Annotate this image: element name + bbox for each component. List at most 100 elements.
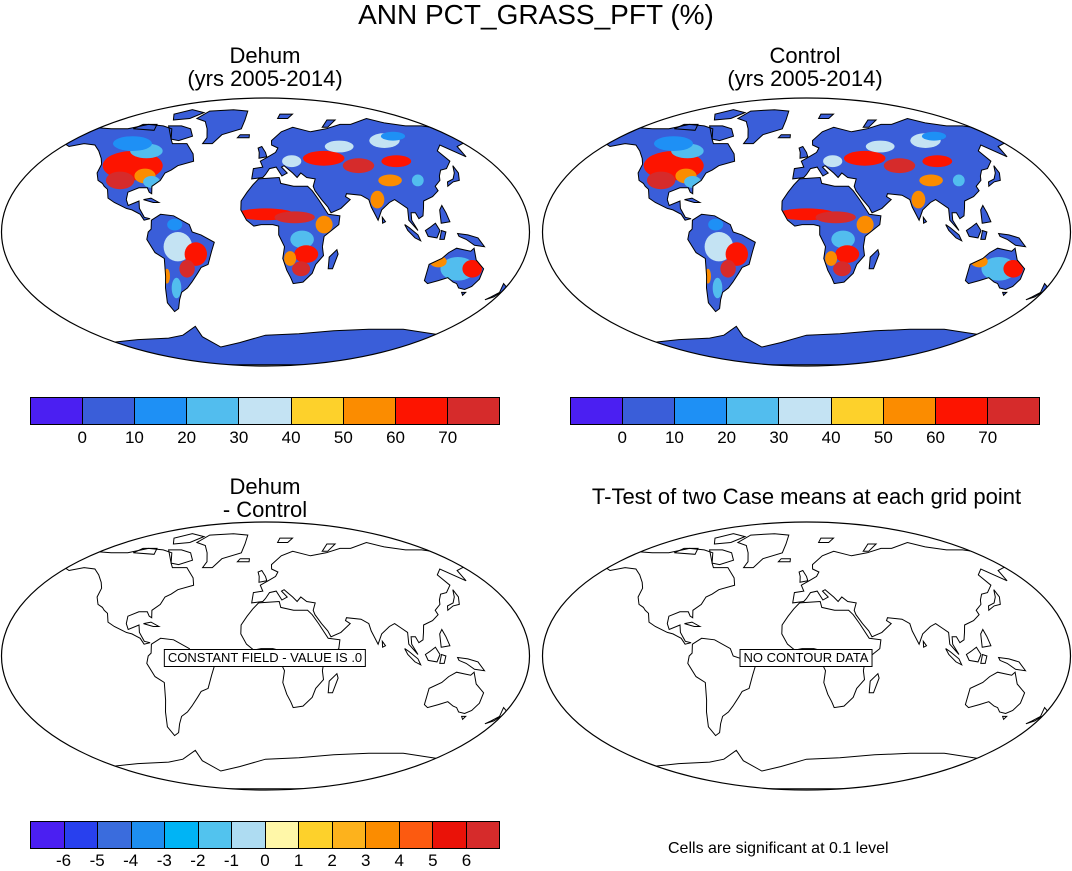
grass-fraction-patch <box>831 230 855 249</box>
colorbar-tick-label: 60 <box>386 428 406 447</box>
grass-fraction-patch <box>324 140 354 153</box>
coastline-srilanka <box>381 215 387 225</box>
panel-title-ttest: T-Test of two Case means at each grid po… <box>541 485 1072 508</box>
colorbar-swatch <box>433 822 467 848</box>
map-layer <box>62 533 511 790</box>
colorbar-swatch <box>31 822 65 848</box>
coastline-cuba <box>143 197 161 203</box>
coastline-namerica <box>63 547 195 645</box>
grass-fraction-patch <box>911 190 926 209</box>
colorbar-swatch <box>623 398 676 424</box>
land-fill-madagascar <box>869 249 880 269</box>
grass-fraction-patch <box>1003 260 1023 278</box>
coastline-baffin <box>167 549 194 566</box>
land-fill-novaya <box>322 120 336 128</box>
colorbar-tick-label: -3 <box>156 851 172 870</box>
colorbar-tick-label: 70 <box>978 428 998 447</box>
map-layer <box>62 109 511 366</box>
colorbar-swatch <box>98 822 132 848</box>
grass-fraction-patch <box>380 131 406 141</box>
grass-fraction-patch <box>833 261 852 277</box>
coastline-greenland <box>195 533 249 569</box>
coastline-baffin <box>708 125 735 142</box>
coastline-australia <box>964 247 1026 291</box>
land-fill-baffin <box>168 125 193 141</box>
colorbar-swatch <box>83 398 136 424</box>
panel-title-dehum: Dehum (yrs 2005-2014) <box>30 44 500 90</box>
coastline-victoria <box>133 547 158 555</box>
map-control <box>541 97 1072 367</box>
coastline-ellesmere <box>172 533 206 545</box>
land-fill-borneo <box>966 223 981 238</box>
coastline-nz <box>484 282 511 301</box>
coastline-nz <box>1025 282 1052 301</box>
coastline-greenland <box>736 533 790 569</box>
land-fill-antarctica <box>603 326 996 365</box>
coastline-svalbard <box>276 537 294 543</box>
coastline-uk <box>257 145 268 159</box>
coastline-tasmania <box>1001 715 1008 721</box>
colorbar-swatch <box>239 398 292 424</box>
colorbar-tick-label: 70 <box>438 428 458 447</box>
grass-fraction-patch <box>462 260 483 278</box>
colorbar-tick-label: 2 <box>327 851 337 870</box>
colorbar-swatch <box>291 398 344 424</box>
grass-fraction-patch <box>725 242 748 266</box>
colorbar-tick-label: -2 <box>190 851 206 870</box>
map-dehum <box>0 97 531 367</box>
land-fill-iceland <box>237 134 250 138</box>
coastline-africa <box>781 176 882 285</box>
coastline-philippines <box>980 628 992 648</box>
grass-fraction-patches <box>102 131 483 299</box>
coastline-iceland <box>777 134 791 139</box>
colorbar-tick-label: 50 <box>873 428 893 447</box>
coastline-nz <box>1025 706 1052 725</box>
coastline-tasmania <box>460 715 467 721</box>
coastline-antarctica <box>603 749 997 790</box>
colorbar-tick-label: 60 <box>926 428 946 447</box>
coastline-uk <box>798 569 809 583</box>
coastline-sumatra <box>945 224 963 242</box>
coastline-baffin <box>708 549 735 566</box>
grass-fraction-patch <box>381 155 412 168</box>
significance-note: Cells are significant at 0.1 level <box>668 840 889 857</box>
colorbar-swatch <box>675 398 728 424</box>
grass-fraction-patch <box>284 251 297 266</box>
grass-fraction-patch <box>654 136 693 151</box>
colorbar-swatch <box>935 398 988 424</box>
land-fill-iceland <box>778 134 791 138</box>
land-fill-greenland <box>737 109 789 144</box>
grass-fraction-patch <box>708 218 724 231</box>
coastline-antarctica <box>62 749 456 790</box>
coastline-africa <box>240 176 341 285</box>
coastline-sulawesi <box>439 229 447 240</box>
colorbar-tick-label: 40 <box>821 428 841 447</box>
colorbar-tick-label: 30 <box>229 428 249 447</box>
land-fill-ng <box>457 233 485 247</box>
coastline-borneo <box>424 222 441 239</box>
colorbar-tick-label: 30 <box>769 428 789 447</box>
coastline-victoria <box>674 123 699 131</box>
colorbar-swatch <box>366 822 400 848</box>
colorbar-tick-label: 5 <box>428 851 438 870</box>
land-fill-novaya <box>863 120 877 128</box>
coastline-srilanka <box>381 639 387 649</box>
coastline-madagascar <box>327 248 339 270</box>
land-fill-borneo <box>425 223 440 238</box>
colorbar-difference-labels: -6 -5 -4 -3 -2 -1 0 1 2 3 4 5 6 <box>30 851 500 871</box>
coastline-sulawesi <box>439 653 447 664</box>
coastline-australia <box>423 671 485 715</box>
colorbar-tick-label: 20 <box>717 428 737 447</box>
coastline-iceland <box>236 134 250 139</box>
coastline-ellesmere <box>172 109 206 121</box>
coastline-samerica <box>146 213 215 313</box>
land-fill-ellesmere <box>173 109 204 120</box>
coastline-ng <box>997 656 1027 672</box>
colorbar-tick-label: -5 <box>89 851 105 870</box>
panel-title-control: Control (yrs 2005-2014) <box>570 44 1040 90</box>
grass-fraction-patch <box>315 215 333 234</box>
colorbar-swatch <box>64 822 98 848</box>
coastline-novaya <box>321 119 337 128</box>
colorbar-swatch <box>395 398 448 424</box>
colorbar-tick-label: 0 <box>617 428 627 447</box>
